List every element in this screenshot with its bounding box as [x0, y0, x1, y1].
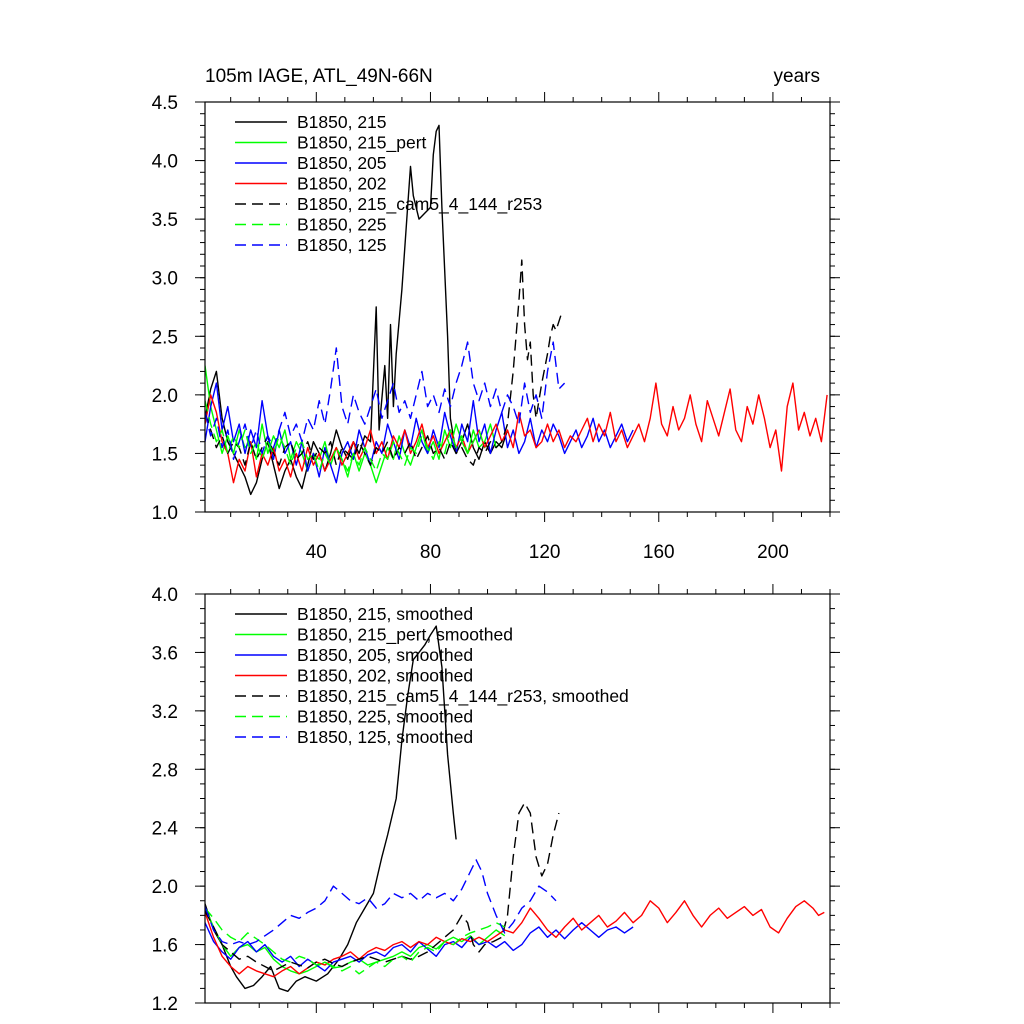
legend-label: B1850, 205: [297, 153, 387, 173]
y-tick-label: 2.8: [152, 760, 178, 781]
x-tick-label: 80: [420, 542, 441, 563]
panel-2-plot: 1.2 1.6 2.0 2.4 2.8 3.2 3.6 4.0 B1850, 215, smoo…: [152, 584, 840, 1015]
x-tick-label: 200: [757, 542, 789, 563]
y-tick-label: 2.4: [152, 819, 179, 840]
series-line-1-1: [205, 124, 509, 496]
x-tick-label: 40: [306, 542, 327, 563]
y-tick-label: 4.5: [152, 93, 178, 114]
plot-frame: [204, 101, 831, 513]
y-tick-label: 2.5: [152, 327, 178, 348]
series-line-2-1: [205, 625, 457, 992]
panel-1-units: years: [774, 66, 820, 87]
legend-label: B1850, 215: [297, 112, 387, 132]
legend-label: B1850, 215_cam5_4_144_r253: [297, 194, 542, 215]
y-tick-label: 1.2: [152, 994, 178, 1015]
y-tick-label: 2.0: [152, 386, 178, 407]
legend-label: B1850, 202: [297, 174, 387, 194]
legend-label: B1850, 215_pert: [297, 133, 427, 154]
y-tick-label: 3.6: [152, 643, 178, 664]
series-line-2-7: [205, 859, 557, 946]
series-line-1-7: [205, 341, 566, 460]
y-tick-label: 4.0: [152, 585, 178, 606]
series-line-1-5: [205, 259, 563, 466]
legend-label: B1850, 215_pert, smoothed: [297, 625, 513, 646]
series-line-1-2: [205, 365, 503, 484]
series-line-1-4: [205, 382, 828, 484]
series-line-2-6: [205, 907, 506, 975]
y-tick-label: 4.0: [152, 152, 178, 173]
y-tick-label: 3.0: [152, 269, 178, 290]
y-tick-label: 1.5: [152, 444, 178, 465]
y-tick-label: 1.6: [152, 936, 178, 957]
panel-1-title: 105m IAGE, ATL_49N-66N: [205, 66, 433, 87]
x-tick-label: 160: [643, 542, 675, 563]
legend-label: B1850, 215, smoothed: [297, 604, 473, 624]
y-tick-label: 3.5: [152, 210, 178, 231]
axis-ticks: [195, 92, 840, 522]
axis-ticks: [195, 584, 840, 1013]
series-line-2-5: [205, 802, 560, 972]
legend-label: B1850, 225: [297, 215, 387, 235]
y-tick-label: 1.0: [152, 503, 178, 524]
legend-label: B1850, 125: [297, 235, 387, 255]
y-tick-label: 2.0: [152, 877, 178, 898]
legend-label: B1850, 202, smoothed: [297, 666, 473, 686]
legend-label: B1850, 215_cam5_4_144_r253, smoothed: [297, 686, 629, 707]
x-tick-label: 120: [529, 542, 561, 563]
y-tick-label: 3.2: [152, 702, 178, 723]
series-line-1-6: [205, 400, 486, 472]
legend-label: B1850, 205, smoothed: [297, 645, 473, 665]
panel-1-plot: 1.0 1.5 2.0 2.5 3.0 3.5 4.0 4.5 40 80 120 160 200 B18…: [152, 92, 840, 563]
legend-label: B1850, 225, smoothed: [297, 707, 473, 727]
legend-label: B1850, 125, smoothed: [297, 727, 473, 747]
